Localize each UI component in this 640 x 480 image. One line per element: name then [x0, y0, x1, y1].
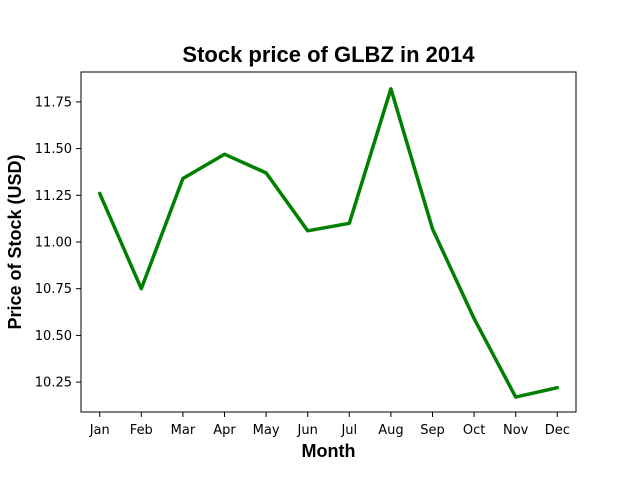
y-axis: 10.25 10.50 10.75 11.00 11.25 11.50 11.75 — [35, 95, 81, 391]
x-tick-label: Nov — [503, 423, 529, 438]
y-tick-label: 11.50 — [35, 142, 72, 157]
x-tick-label: May — [253, 423, 280, 438]
data-point — [264, 171, 268, 175]
data-point — [514, 395, 517, 399]
data-point — [140, 287, 143, 290]
data-point — [431, 227, 434, 231]
y-tick-label: 11.00 — [35, 236, 72, 251]
x-tick-label: Oct — [463, 423, 485, 438]
data-point — [348, 222, 351, 225]
series-line — [97, 87, 560, 399]
y-tick-label: 10.50 — [35, 329, 72, 344]
x-tick-label: Apr — [213, 423, 236, 438]
y-axis-label: Price of Stock (USD) — [5, 154, 25, 329]
x-tick-label: Aug — [378, 423, 403, 438]
chart-title: Stock price of GLBZ in 2014 — [182, 42, 475, 67]
x-tick-label: Jun — [297, 423, 318, 438]
y-tick-label: 10.75 — [35, 282, 72, 297]
x-tick-label: Dec — [545, 423, 570, 438]
data-point — [472, 317, 476, 320]
plot-area — [80, 71, 577, 413]
x-tick-label: Mar — [171, 423, 196, 438]
data-point — [556, 386, 559, 389]
y-tick-label: 11.75 — [35, 95, 72, 110]
data-point — [181, 177, 185, 180]
y-tick-label: 11.25 — [35, 189, 72, 204]
y-tick-label: 10.25 — [35, 376, 72, 391]
x-tick-label: Jan — [89, 423, 110, 438]
data-points — [98, 87, 559, 399]
data-point — [223, 152, 226, 156]
x-axis: Jan Feb Mar Apr May Jun Jul Aug Sep Oct Nov Dec — [89, 412, 570, 438]
x-tick-label: Sep — [420, 423, 445, 438]
data-point — [98, 192, 101, 195]
x-tick-label: Jul — [340, 423, 357, 438]
x-axis-label: Month — [302, 441, 356, 461]
data-point — [306, 229, 309, 232]
data-point — [389, 87, 393, 91]
x-tick-label: Feb — [130, 423, 153, 438]
